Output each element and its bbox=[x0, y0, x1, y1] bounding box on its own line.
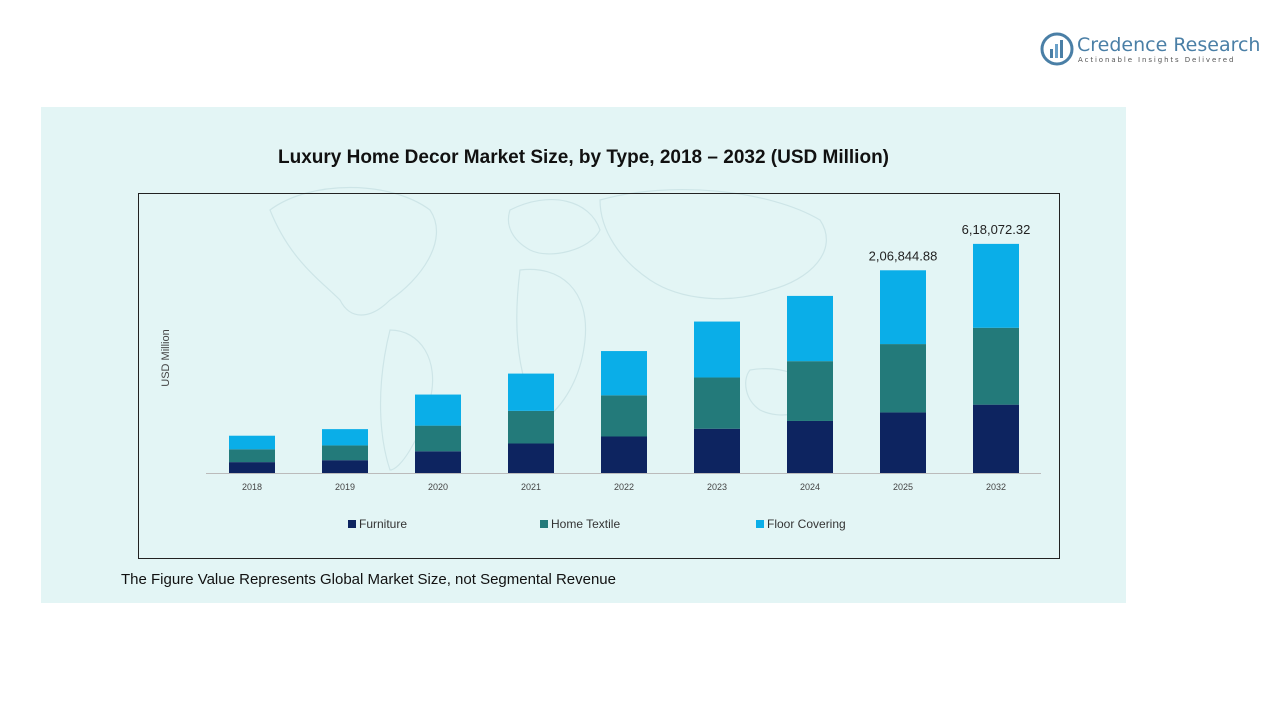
bar-furniture-2032 bbox=[973, 404, 1019, 473]
bar-furniture-2022 bbox=[601, 436, 647, 473]
plot-frame bbox=[138, 193, 1060, 559]
x-tick-label-2020: 2020 bbox=[428, 482, 448, 492]
brand-tagline: Actionable Insights Delivered bbox=[1078, 56, 1236, 64]
bar-furniture-2018 bbox=[229, 462, 275, 473]
bar-furniture-2019 bbox=[322, 460, 368, 473]
bar-floor-covering-2032 bbox=[973, 243, 1019, 328]
legend-item-home-textile: Home Textile bbox=[540, 517, 620, 531]
bar-floor-covering-2023 bbox=[694, 321, 740, 378]
bar-furniture-2024 bbox=[787, 420, 833, 473]
credence-logo-icon bbox=[1040, 32, 1074, 66]
legend-swatch-floor-covering bbox=[756, 520, 764, 528]
bar-furniture-2023 bbox=[694, 428, 740, 473]
bar-furniture-2021 bbox=[508, 443, 554, 473]
bar-floor-covering-2020 bbox=[415, 394, 461, 426]
legend-item-floor-covering: Floor Covering bbox=[756, 517, 846, 531]
bar-home-textile-2021 bbox=[508, 410, 554, 444]
legend-label-home-textile: Home Textile bbox=[551, 517, 621, 531]
legend-swatch-furniture bbox=[348, 520, 356, 528]
bar-floor-covering-2024 bbox=[787, 295, 833, 362]
brand-logo: Credence Research Actionable Insights De… bbox=[1040, 30, 1260, 70]
x-tick-label-2021: 2021 bbox=[521, 482, 541, 492]
x-tick-label-2024: 2024 bbox=[800, 482, 820, 492]
bar-furniture-2025 bbox=[880, 412, 926, 473]
legend-item-furniture: Furniture bbox=[348, 517, 407, 531]
legend-label-floor-covering: Floor Covering bbox=[767, 517, 846, 531]
bar-floor-covering-2018 bbox=[229, 435, 275, 450]
bar-floor-covering-2019 bbox=[322, 429, 368, 446]
bar-home-textile-2032 bbox=[973, 327, 1019, 405]
bar-home-textile-2020 bbox=[415, 425, 461, 452]
bar-home-textile-2024 bbox=[787, 361, 833, 421]
bar-home-textile-2018 bbox=[229, 449, 275, 463]
x-tick-label-2023: 2023 bbox=[707, 482, 727, 492]
chart-panel bbox=[41, 107, 1126, 603]
legend-swatch-home-textile bbox=[540, 520, 548, 528]
x-tick-label-2025: 2025 bbox=[893, 482, 913, 492]
bar-floor-covering-2025 bbox=[880, 270, 926, 345]
chart-legend: Furniture Home Textile Floor Covering bbox=[0, 517, 1280, 533]
bar-home-textile-2022 bbox=[601, 395, 647, 437]
x-tick-label-2018: 2018 bbox=[242, 482, 262, 492]
footnote: The Figure Value Represents Global Marke… bbox=[121, 571, 616, 588]
bar-home-textile-2025 bbox=[880, 344, 926, 413]
x-tick-label-2019: 2019 bbox=[335, 482, 355, 492]
x-tick-label-2032: 2032 bbox=[986, 482, 1006, 492]
bar-furniture-2020 bbox=[415, 451, 461, 473]
data-label-2032: 6,18,072.32 bbox=[962, 222, 1031, 237]
bar-home-textile-2019 bbox=[322, 445, 368, 461]
legend-label-furniture: Furniture bbox=[359, 517, 408, 531]
x-tick-label-2022: 2022 bbox=[614, 482, 634, 492]
brand-name: Credence Research bbox=[1077, 34, 1261, 56]
bar-floor-covering-2022 bbox=[601, 351, 647, 396]
bar-home-textile-2023 bbox=[694, 377, 740, 429]
data-label-2025: 2,06,844.88 bbox=[869, 248, 938, 263]
chart-title: Luxury Home Decor Market Size, by Type, … bbox=[277, 147, 889, 168]
bar-floor-covering-2021 bbox=[508, 373, 554, 411]
